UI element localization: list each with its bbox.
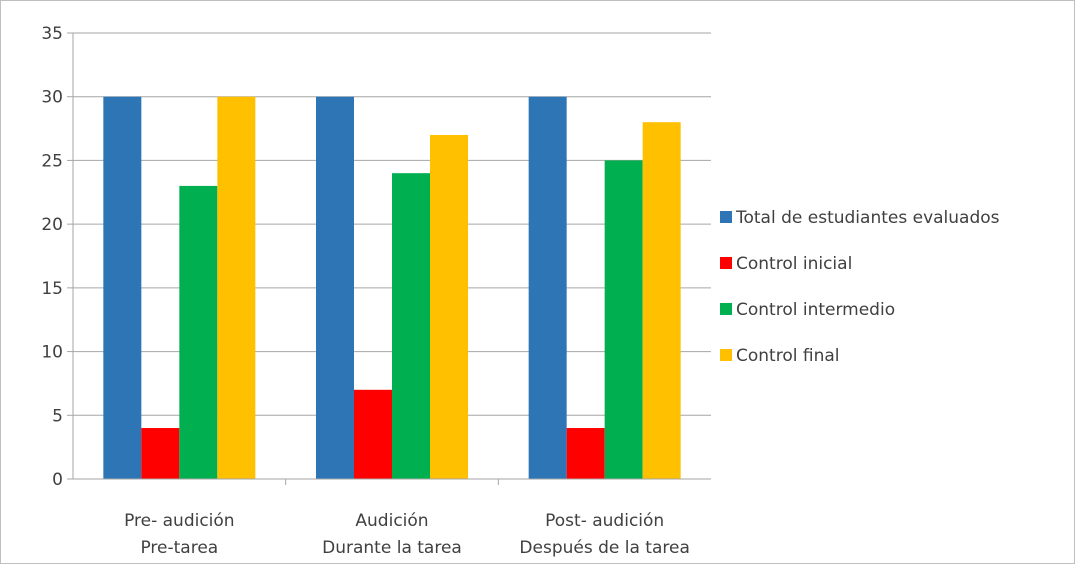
bar xyxy=(528,96,567,479)
y-tick-label: 0 xyxy=(52,470,63,490)
x-category-label: Audición xyxy=(355,511,428,531)
x-category-label: Pre-tarea xyxy=(140,538,218,558)
bar xyxy=(179,185,218,479)
bar xyxy=(430,134,468,479)
legend-label: Control intermedio xyxy=(736,300,895,320)
legend-swatch xyxy=(720,303,732,315)
legend-swatch xyxy=(720,211,732,223)
legend-label: Total de estudiantes evaluados xyxy=(735,208,1000,228)
y-tick-label: 15 xyxy=(41,279,63,299)
y-tick-label: 10 xyxy=(41,343,63,363)
bar xyxy=(141,428,180,479)
bar xyxy=(642,122,681,479)
x-category-label: Durante la tarea xyxy=(322,538,462,558)
bar xyxy=(103,96,142,479)
x-axis-category-labels: Pre- audición Pre-tarea Audición Durante la… xyxy=(124,511,690,558)
legend: Total de estudiantes evaluados Control in… xyxy=(720,208,1000,366)
y-axis-tick-labels: 0 5 10 15 20 25 30 35 xyxy=(41,24,63,490)
y-tick-label: 25 xyxy=(41,151,63,171)
legend-label: Control final xyxy=(736,346,839,366)
bar xyxy=(604,160,643,479)
y-tick-label: 35 xyxy=(41,24,63,44)
bar xyxy=(217,96,256,479)
legend-swatch xyxy=(720,349,732,361)
bar xyxy=(392,173,430,479)
legend-label: Control inicial xyxy=(736,254,852,274)
bar xyxy=(354,389,392,479)
x-category-label: Post- audición xyxy=(545,511,664,531)
y-tick-label: 20 xyxy=(41,215,63,235)
bar xyxy=(316,96,354,479)
y-tick-label: 5 xyxy=(52,406,63,426)
bar xyxy=(566,428,605,479)
bars xyxy=(103,96,681,479)
axes xyxy=(67,32,711,485)
x-category-label: Después de la tarea xyxy=(519,538,689,558)
x-category-label: Pre- audición xyxy=(124,511,235,531)
y-tick-label: 30 xyxy=(41,88,63,108)
legend-swatch xyxy=(720,257,732,269)
